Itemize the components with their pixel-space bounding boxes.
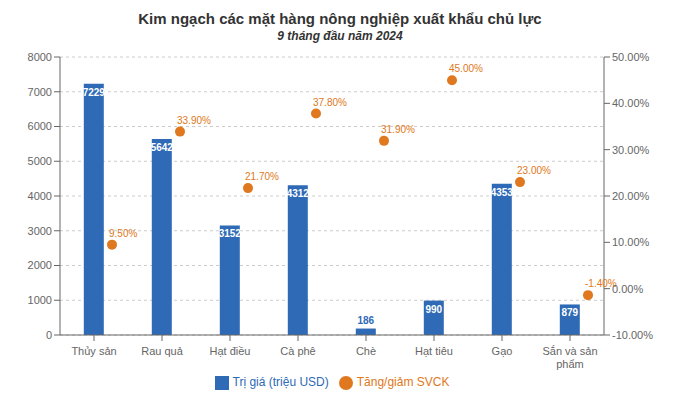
html-text:Tăng/giảm SVCK: Tăng/giảm SVCK xyxy=(356,375,450,389)
svg-text:45.00%: 45.00% xyxy=(449,63,483,74)
svg-text:4353: 4353 xyxy=(491,187,514,198)
svg-text:9.50%: 9.50% xyxy=(109,228,137,239)
svg-text:0.00%: 0.00% xyxy=(612,283,643,295)
svg-text:3000: 3000 xyxy=(28,225,52,237)
html-text:Trị giá (triệu USD): Trị giá (triệu USD) xyxy=(232,375,329,389)
html-text:Kim ngạch các mặt hàng nông ng: Kim ngạch các mặt hàng nông nghiệp xuất … xyxy=(138,10,542,27)
svg-text:5642: 5642 xyxy=(151,142,174,153)
svg-text:879: 879 xyxy=(561,307,578,318)
svg-text:Rau quả: Rau quả xyxy=(141,345,183,357)
svg-text:4312: 4312 xyxy=(287,188,310,199)
svg-text:31.90%: 31.90% xyxy=(381,124,415,135)
svg-text:20.00%: 20.00% xyxy=(612,190,650,202)
svg-text:6000: 6000 xyxy=(28,120,52,132)
svg-text:1000: 1000 xyxy=(28,294,52,306)
svg-text:33.90%: 33.90% xyxy=(177,115,211,126)
svg-text:-10.00%: -10.00% xyxy=(612,329,653,341)
svg-text:37.80%: 37.80% xyxy=(313,97,347,108)
html-text:9 tháng đầu năm 2024: 9 tháng đầu năm 2024 xyxy=(277,29,403,43)
svg-text:Cà phê: Cà phê xyxy=(280,345,315,357)
svg-text:7000: 7000 xyxy=(28,86,52,98)
svg-text:21.70%: 21.70% xyxy=(245,171,279,182)
svg-text:Thủy sản: Thủy sản xyxy=(71,345,116,357)
svg-text:Chè: Chè xyxy=(356,345,376,357)
svg-text:Sắn và sảnphẩm: Sắn và sảnphẩm xyxy=(542,345,597,370)
svg-text:Gạo: Gạo xyxy=(492,345,513,357)
svg-text:Hạt tiêu: Hạt tiêu xyxy=(415,345,453,357)
svg-text:5000: 5000 xyxy=(28,155,52,167)
svg-text:-1.40%: -1.40% xyxy=(585,278,617,290)
svg-text:8000: 8000 xyxy=(28,51,52,63)
svg-text:10.00%: 10.00% xyxy=(612,236,650,248)
svg-text:40.00%: 40.00% xyxy=(612,97,650,109)
svg-text:990: 990 xyxy=(425,304,442,315)
svg-text:3152: 3152 xyxy=(219,228,242,239)
svg-text:Hạt điều: Hạt điều xyxy=(210,345,251,357)
svg-text:2000: 2000 xyxy=(28,259,52,271)
svg-text:50.00%: 50.00% xyxy=(612,51,650,63)
svg-text:186: 186 xyxy=(357,315,374,326)
svg-text:4000: 4000 xyxy=(28,190,52,202)
svg-text:23.00%: 23.00% xyxy=(517,165,551,176)
svg-text:7229: 7229 xyxy=(83,87,106,98)
svg-text:30.00%: 30.00% xyxy=(612,144,650,156)
svg-text:0: 0 xyxy=(46,329,52,341)
